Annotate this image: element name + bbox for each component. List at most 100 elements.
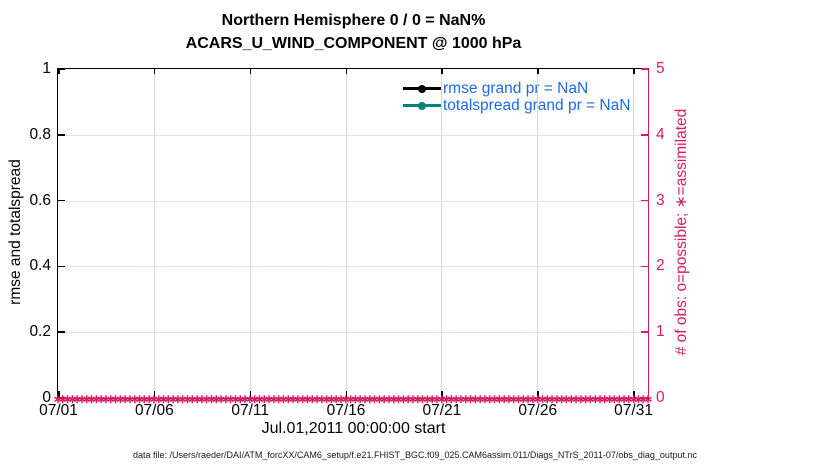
assimilated-obs-marker: ∗ — [427, 392, 438, 406]
assimilated-obs-marker: ∗ — [187, 392, 198, 406]
assimilated-obs-marker: ∗ — [537, 392, 548, 406]
assimilated-obs-marker: ∗ — [604, 392, 615, 406]
assimilated-obs-marker: ∗ — [321, 392, 332, 406]
left-y-axis-label: rmse and totalspread — [7, 159, 24, 305]
assimilated-obs-marker: ∗ — [633, 392, 644, 406]
legend-label: totalspread grand pr = NaN — [443, 96, 631, 114]
left-axis-tick — [58, 397, 65, 399]
assimilated-obs-marker: ∗ — [254, 392, 265, 406]
assimilated-obs-marker: ∗ — [441, 392, 452, 406]
assimilated-obs-marker: ∗ — [96, 392, 107, 406]
assimilated-obs-marker: ∗ — [455, 392, 466, 406]
chart-subtitle: ACARS_U_WIND_COMPONENT @ 1000 hPa — [185, 35, 522, 52]
bottom-axis-tick — [249, 391, 252, 398]
assimilated-obs-marker: ∗ — [340, 392, 351, 406]
assimilated-obs-marker: ∗ — [628, 392, 639, 406]
left-axis-tick — [58, 68, 65, 70]
assimilated-obs-marker: ∗ — [182, 392, 193, 406]
legend-label: rmse grand pr = NaN — [443, 79, 589, 97]
assimilated-obs-marker: ∗ — [484, 392, 495, 406]
legend-sample-line — [403, 101, 441, 110]
chart-title: Northern Hemisphere 0 / 0 = NaN% — [221, 12, 486, 29]
assimilated-obs-marker: ∗ — [124, 392, 135, 406]
assimilated-obs-marker: ∗ — [244, 392, 255, 406]
assimilated-obs-marker: ∗ — [158, 392, 169, 406]
legend-item: totalspread grand pr = NaN — [403, 97, 630, 114]
assimilated-obs-marker: ∗ — [110, 392, 121, 406]
right-axis-tick — [641, 397, 648, 399]
assimilated-obs-marker: ∗ — [86, 392, 97, 406]
right-y-tick-label: 0 — [656, 389, 665, 406]
assimilated-obs-marker: ∗ — [642, 392, 654, 406]
assimilated-obs-marker: ∗ — [623, 392, 634, 406]
bottom-axis-tick — [441, 391, 443, 398]
assimilated-obs-marker: ∗ — [460, 392, 471, 406]
assimilated-obs-marker: ∗ — [475, 392, 486, 406]
assimilated-obs-marker: ∗ — [52, 392, 64, 406]
assimilated-obs-marker: ∗ — [470, 392, 481, 406]
assimilated-obs-marker: ∗ — [72, 392, 83, 406]
assimilated-obs-marker: ∗ — [120, 392, 131, 406]
assimilated-obs-marker: ∗ — [350, 392, 361, 406]
right-y-tick-label: 4 — [656, 125, 665, 143]
horizontal-gridline — [58, 266, 648, 268]
vertical-gridline — [153, 69, 155, 398]
top-axis-tick — [537, 69, 539, 74]
assimilated-obs-marker: ∗ — [144, 392, 155, 406]
assimilated-obs-marker: ∗ — [259, 392, 270, 406]
assimilated-obs-marker: ∗ — [417, 392, 428, 406]
assimilated-obs-marker: ∗ — [153, 392, 164, 406]
assimilated-obs-marker: ∗ — [359, 392, 371, 406]
x-tick-label: 07/26 — [518, 402, 558, 419]
horizontal-gridline — [58, 200, 648, 202]
vertical-gridline — [249, 69, 251, 398]
assimilated-obs-marker: ∗ — [163, 392, 174, 406]
assimilated-obs-marker: ∗ — [547, 392, 558, 406]
assimilated-obs-marker: ∗ — [508, 392, 519, 406]
x-axis-label: Jul.01,2011 00:00:00 start — [261, 420, 446, 437]
assimilated-obs-marker: ∗ — [326, 392, 337, 406]
assimilated-obs-marker: ∗ — [196, 392, 207, 406]
assimilated-obs-marker: ∗ — [311, 392, 323, 406]
top-axis-tick — [153, 69, 156, 74]
left-y-tick-label: 0.2 — [29, 323, 51, 341]
assimilated-obs-marker: ∗ — [383, 392, 394, 406]
legend-sample-marker — [418, 101, 426, 110]
assimilated-obs-marker: ∗ — [446, 392, 457, 406]
assimilated-obs-marker: ∗ — [479, 392, 490, 406]
top-axis-tick — [441, 69, 443, 74]
assimilated-obs-marker: ∗ — [216, 392, 227, 406]
right-axis-tick — [641, 68, 648, 70]
assimilated-obs-marker: ∗ — [393, 392, 404, 406]
vertical-gridline — [441, 69, 443, 398]
assimilated-obs-marker: ∗ — [62, 392, 73, 406]
assimilated-obs-marker: ∗ — [609, 392, 620, 406]
assimilated-obs-marker: ∗ — [100, 392, 111, 406]
assimilated-obs-marker: ∗ — [220, 392, 231, 406]
top-axis-tick — [249, 69, 252, 74]
left-y-tick-label: 0.6 — [29, 191, 51, 209]
data-file-path: data file: /Users/raeder/DAI/ATM_forcXX/… — [133, 450, 697, 460]
assimilated-obs-marker: ∗ — [379, 392, 390, 406]
bottom-axis-tick — [537, 391, 539, 398]
assimilated-obs-marker: ∗ — [249, 392, 260, 406]
assimilated-obs-marker: ∗ — [599, 392, 610, 406]
assimilated-obs-marker: ∗ — [273, 392, 284, 406]
assimilated-obs-marker: ∗ — [523, 392, 534, 406]
left-axis-tick — [58, 265, 65, 268]
assimilated-obs-marker: ∗ — [168, 392, 179, 406]
assimilated-obs-marker: ∗ — [177, 392, 188, 406]
right-y-tick-label: 5 — [656, 60, 665, 77]
right-y-tick-label: 1 — [656, 323, 665, 341]
assimilated-obs-marker: ∗ — [566, 392, 577, 406]
vertical-gridline — [345, 69, 347, 398]
assimilated-obs-marker: ∗ — [105, 392, 116, 406]
assimilated-obs-marker: ∗ — [575, 392, 586, 406]
legend-sample-marker — [418, 84, 426, 93]
assimilated-obs-marker: ∗ — [115, 392, 126, 406]
assimilated-obs-marker: ∗ — [297, 392, 308, 406]
vertical-gridline — [537, 69, 539, 398]
assimilated-obs-marker: ∗ — [527, 392, 538, 406]
assimilated-obs-marker: ∗ — [532, 392, 543, 406]
assimilated-obs-marker: ∗ — [235, 392, 246, 406]
